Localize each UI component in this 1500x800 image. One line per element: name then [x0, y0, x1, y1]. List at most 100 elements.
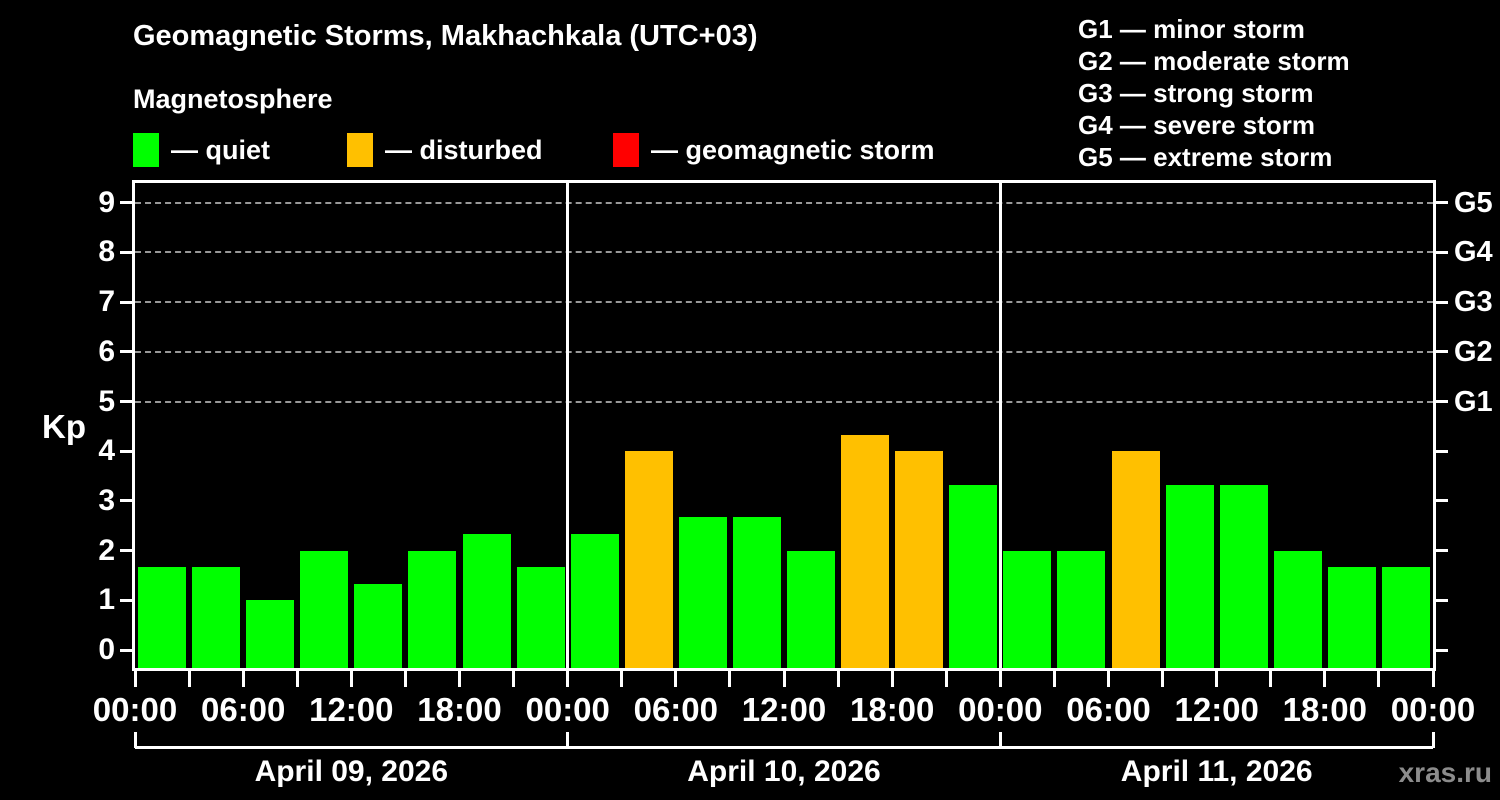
- kp-bar: [1219, 484, 1268, 668]
- kp-bar: [678, 517, 727, 668]
- y-axis-tick: [120, 499, 132, 503]
- kp-bar: [408, 550, 457, 668]
- g-scale-row-g2: G2 — moderate storm: [1078, 46, 1350, 76]
- legend-label-geomagnetic-storm: — geomagnetic storm: [651, 134, 935, 165]
- x-axis-tick: [944, 671, 948, 687]
- time-label: 00:00: [525, 691, 610, 728]
- x-axis-tick: [1431, 671, 1435, 687]
- grid-line-kp7: [135, 301, 1433, 304]
- y-tick-label: 3: [98, 483, 115, 517]
- right-axis-label-g3: G3: [1454, 286, 1493, 319]
- legend-item-quiet: — quiet: [133, 133, 270, 167]
- x-axis-tick: [1107, 671, 1110, 687]
- x-axis-tick: [458, 671, 461, 687]
- x-axis-tick: [1269, 671, 1273, 687]
- g-scale-row-g5: G5 — extreme storm: [1078, 142, 1333, 172]
- kp-bar: [1003, 550, 1052, 668]
- x-axis-tick: [1323, 671, 1327, 687]
- kp-bar: [246, 600, 295, 668]
- chart-title: Geomagnetic Storms, Makhachkala (UTC+03): [133, 20, 758, 52]
- y-axis-label: Kp: [42, 408, 86, 445]
- grid-line-kp6: [135, 350, 1433, 353]
- x-axis-tick: [674, 671, 678, 687]
- date-label: April 10, 2026: [687, 755, 881, 788]
- time-label: 12:00: [309, 691, 394, 728]
- time-label: 18:00: [417, 691, 502, 728]
- legend-label-disturbed: — disturbed: [385, 134, 543, 165]
- g-scale-row-g1: G1 — minor storm: [1078, 14, 1305, 44]
- y-axis-tick-right: [1436, 350, 1448, 354]
- right-axis-label-g1: G1: [1454, 385, 1493, 418]
- x-axis-tick: [403, 671, 407, 687]
- kp-bar: [354, 583, 403, 668]
- y-tick-label: 4: [98, 434, 115, 468]
- x-axis-tick: [295, 671, 299, 687]
- x-axis-tick: [241, 671, 245, 687]
- y-axis-tick: [120, 648, 132, 652]
- geomagnetic-storm-swatch-icon: [613, 133, 639, 167]
- kp-bar: [138, 567, 187, 668]
- y-tick-label: 0: [98, 633, 115, 666]
- kp-bar: [1273, 550, 1322, 668]
- legend-item-disturbed: — disturbed: [347, 133, 543, 167]
- x-axis-tick: [349, 671, 353, 687]
- time-label: 12:00: [741, 691, 827, 728]
- time-label: 18:00: [1282, 691, 1367, 728]
- kp-bar: [570, 534, 619, 668]
- kp-bar: [949, 484, 998, 668]
- plot-area: [132, 180, 1436, 671]
- y-axis-tick: [120, 300, 132, 304]
- kp-bar: [841, 434, 890, 668]
- right-axis-label-g2: G2: [1454, 335, 1493, 368]
- x-axis-tick: [782, 671, 786, 687]
- watermark: xras.ru: [1398, 757, 1492, 788]
- chart-subtitle: Magnetosphere: [133, 84, 333, 114]
- day-separator: [566, 183, 570, 668]
- y-tick-label: 7: [98, 285, 115, 319]
- time-label: 18:00: [849, 691, 935, 728]
- kp-bar: [516, 567, 565, 668]
- x-axis-tick: [1052, 671, 1056, 687]
- g-scale-row-g4: G4 — severe storm: [1078, 110, 1316, 140]
- y-axis-tick: [120, 201, 132, 205]
- y-axis-tick: [120, 400, 132, 403]
- x-axis-tick: [1377, 671, 1381, 687]
- status-legend: — quiet — disturbed — geomagnetic storm: [0, 133, 1500, 167]
- day-bracket-tick: [566, 732, 570, 748]
- legend-item-geomagnetic-storm: — geomagnetic storm: [613, 133, 935, 167]
- x-axis-tick: [566, 671, 570, 687]
- day-bracket-tick: [1431, 732, 1435, 748]
- y-tick-label: 9: [98, 185, 115, 219]
- storm-scale-legend: G1 — minor storm G2 — moderate storm G3 — …: [1078, 13, 1350, 173]
- x-axis-tick: [890, 671, 894, 687]
- y-tick-label: 8: [98, 235, 115, 269]
- y-axis-tick-right: [1436, 499, 1448, 503]
- kp-bar: [462, 534, 511, 668]
- y-axis-tick-right: [1436, 250, 1448, 254]
- day-bracket-tick: [133, 732, 137, 748]
- time-label: 06:00: [1066, 691, 1151, 728]
- y-tick-label: 5: [98, 384, 115, 418]
- kp-bar: [732, 517, 781, 668]
- time-label: 00:00: [92, 691, 178, 728]
- y-axis-tick-right: [1436, 449, 1448, 453]
- x-axis-tick: [512, 671, 516, 687]
- disturbed-swatch-icon: [347, 133, 373, 167]
- y-tick-label: 1: [98, 583, 115, 617]
- kp-bar: [1165, 484, 1214, 668]
- y-axis-tick: [120, 250, 132, 254]
- date-label: April 11, 2026: [1120, 755, 1313, 788]
- day-separator: [998, 183, 1002, 668]
- x-axis-tick: [620, 671, 624, 687]
- quiet-swatch-icon: [133, 133, 159, 167]
- y-axis-tick: [120, 549, 132, 553]
- kp-bar: [192, 567, 241, 668]
- g-scale-row-g3: G3 — strong storm: [1078, 78, 1314, 108]
- y-axis-tick: [120, 598, 132, 602]
- y-tick-label: 6: [98, 334, 115, 368]
- x-axis-tick: [728, 671, 732, 687]
- x-axis-tick: [836, 671, 840, 687]
- y-axis-tick-right: [1436, 300, 1448, 304]
- y-axis-tick-right: [1436, 201, 1448, 205]
